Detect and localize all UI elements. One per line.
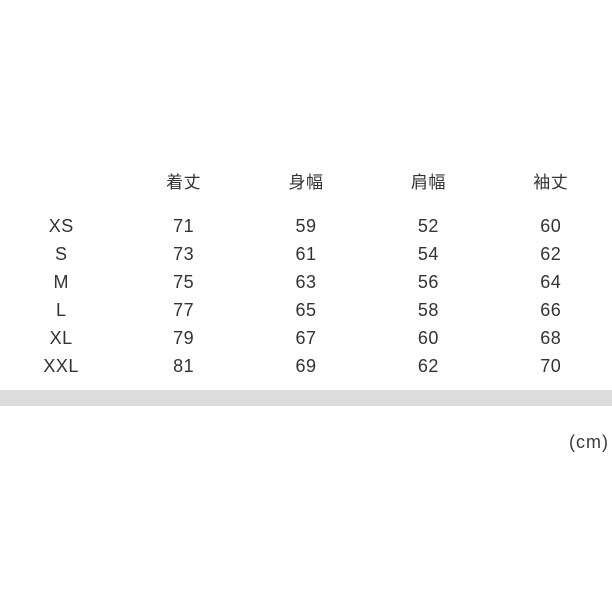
divider-bar [0,390,612,406]
cell-value: 62 [540,244,562,264]
cell-value: 73 [173,244,195,264]
cell-value: 60 [540,216,562,236]
cell-value: 69 [295,356,317,376]
cell-value: 70 [540,356,562,376]
cell-value: 58 [417,300,439,320]
size-label: M [53,272,69,292]
size-chart-table: 着丈 身幅 肩幅 袖丈 XS 71 59 52 60 S 73 61 54 62… [0,169,612,380]
size-label: XXL [43,356,79,376]
table-row: XS 71 59 52 60 [0,212,612,240]
cell-value: 56 [417,272,439,292]
cell-value: 61 [295,244,317,264]
column-header-shoulder-width: 肩幅 [410,173,446,192]
table-row: M 75 63 56 64 [0,268,612,296]
table-row: XXL 81 69 62 70 [0,352,612,380]
size-label: S [54,244,68,264]
table-row: XL 79 67 60 68 [0,324,612,352]
table-row: L 77 65 58 66 [0,296,612,324]
cell-value: 77 [173,300,195,320]
cell-value: 64 [540,272,562,292]
column-header-body-length: 着丈 [166,173,202,192]
cell-value: 66 [540,300,562,320]
cell-value: 62 [417,356,439,376]
cell-value: 79 [173,328,195,348]
size-label: XS [48,216,74,236]
table-header-row: 着丈 身幅 肩幅 袖丈 [0,169,612,197]
unit-label: (cm) [569,432,609,452]
cell-value: 60 [417,328,439,348]
cell-value: 63 [295,272,317,292]
size-label: XL [49,328,73,348]
column-header-sleeve-length: 袖丈 [533,173,569,192]
cell-value: 52 [417,216,439,236]
cell-value: 54 [417,244,439,264]
cell-value: 65 [295,300,317,320]
column-header-body-width: 身幅 [288,173,324,192]
cell-value: 71 [173,216,195,236]
cell-value: 59 [295,216,317,236]
size-label: L [55,300,67,320]
cell-value: 68 [540,328,562,348]
cell-value: 67 [295,328,317,348]
table-row: S 73 61 54 62 [0,240,612,268]
cell-value: 75 [173,272,195,292]
column-header-empty [0,169,122,197]
cell-value: 81 [173,356,195,376]
